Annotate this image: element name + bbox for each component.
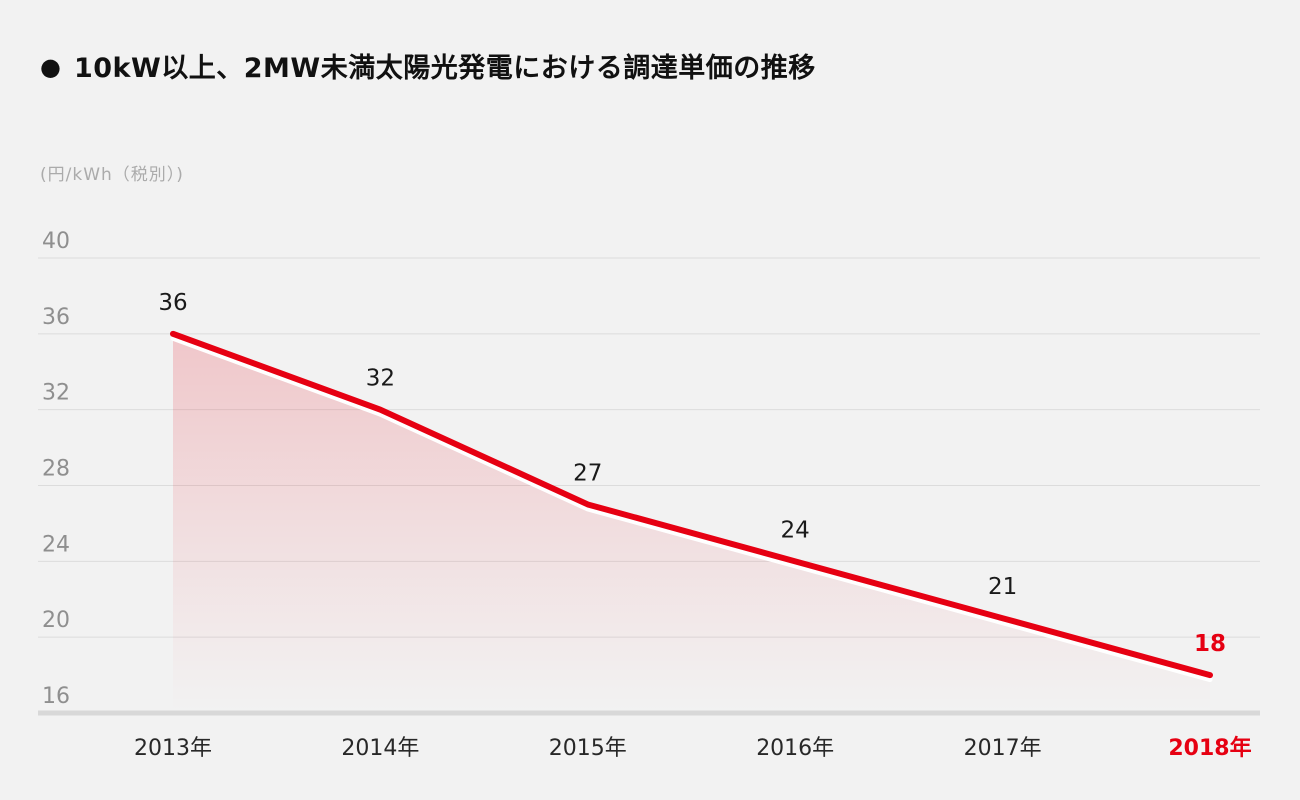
y-tick-label: 36 xyxy=(42,305,70,330)
chart-header: ● 10kW以上、2MW未満太陽光発電における調達単価の推移 xyxy=(40,46,816,85)
x-tick-label-highlight: 2018年 xyxy=(1168,735,1251,761)
x-tick-label: 2013年 xyxy=(134,736,212,761)
y-tick-label: 40 xyxy=(42,229,70,254)
value-label-highlight: 18 xyxy=(1194,631,1226,657)
value-label: 27 xyxy=(573,460,602,486)
x-tick-label: 2016年 xyxy=(756,736,834,761)
y-tick-label: 32 xyxy=(42,381,70,406)
x-tick-label: 2017年 xyxy=(964,736,1042,761)
x-tick-label: 2015年 xyxy=(549,736,627,761)
value-label: 36 xyxy=(158,290,187,316)
y-tick-label: 28 xyxy=(42,457,70,482)
chart-title: 10kW以上、2MW未満太陽光発電における調達単価の推移 xyxy=(73,53,816,84)
y-tick-label: 20 xyxy=(42,608,70,633)
series-line xyxy=(170,330,1213,679)
value-label: 21 xyxy=(988,574,1017,600)
y-axis-unit-label: (円/kWh（税別）) xyxy=(40,165,184,185)
value-label: 32 xyxy=(366,366,395,392)
value-label: 24 xyxy=(781,517,810,543)
y-tick-label: 16 xyxy=(42,684,70,709)
x-tick-label: 2014年 xyxy=(341,736,419,761)
series-area-fill xyxy=(173,333,1210,713)
y-tick-label: 24 xyxy=(42,532,70,557)
bullet-icon: ● xyxy=(40,52,61,81)
series-line-underlay xyxy=(170,335,1213,683)
